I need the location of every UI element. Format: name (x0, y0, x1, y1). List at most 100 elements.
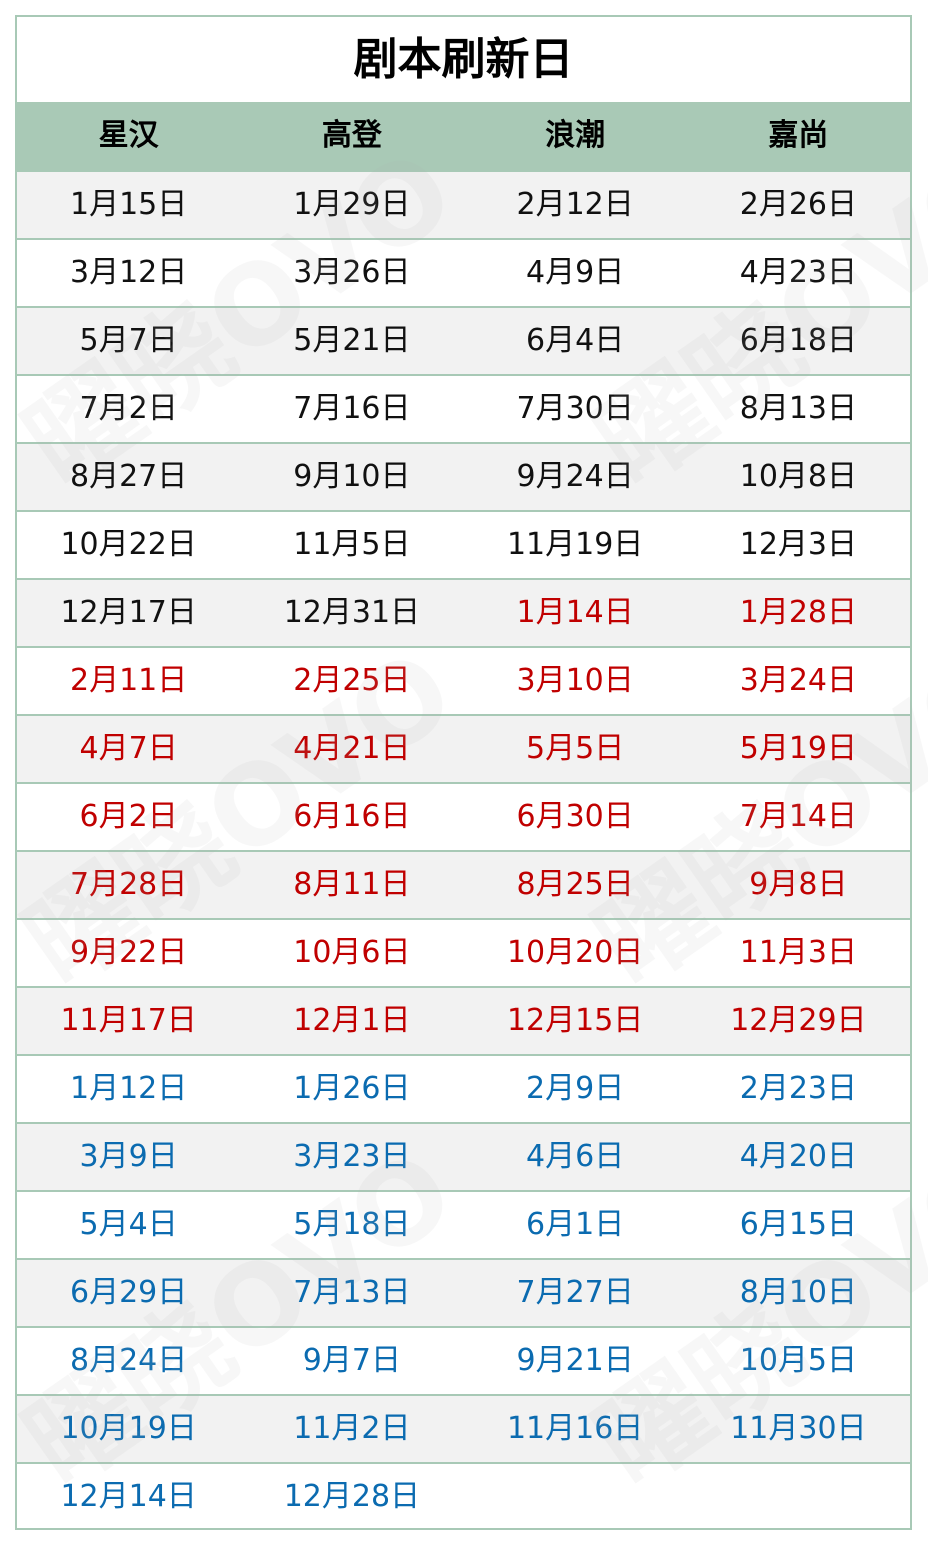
date-cell: 9月22日 (69, 935, 188, 970)
date-cell: 7月27日 (516, 1275, 634, 1310)
date-cell: 3月9日 (79, 1139, 178, 1174)
date-cell: 3月23日 (293, 1139, 411, 1174)
date-cell (687, 1464, 910, 1528)
date-cell: 10月5日 (739, 1343, 857, 1378)
date-cell: 6月4日 (526, 323, 625, 358)
table-row: 3月9日 3月23日 4月6日 4月20日 (17, 1122, 910, 1190)
date-cell: 1月12日 (69, 1071, 188, 1106)
date-cell: 7月2日 (79, 391, 178, 426)
table-row: 12月17日 12月31日 1月14日 1月28日 (17, 578, 910, 646)
date-cell: 9月21日 (516, 1343, 634, 1378)
date-cell: 10月8日 (739, 459, 857, 494)
date-cell: 1月29日 (293, 187, 411, 222)
date-cell: 7月30日 (516, 391, 634, 426)
date-cell: 4月9日 (526, 255, 625, 290)
date-cell: 10月20日 (506, 935, 644, 970)
date-cell: 1月28日 (739, 595, 857, 630)
table-row: 7月2日 7月16日 7月30日 8月13日 (17, 374, 910, 442)
date-cell: 7月13日 (293, 1275, 411, 1310)
column-header-jiashang: 嘉尚 (768, 118, 829, 153)
table-row: 10月19日 11月2日 11月16日 11月30日 (17, 1394, 910, 1462)
date-cell: 2月12日 (516, 187, 634, 222)
date-cell: 5月4日 (79, 1207, 178, 1242)
date-cell: 9月8日 (749, 867, 848, 902)
header-row: 星汉 高登 浪潮 嘉尚 (17, 102, 910, 170)
date-cell: 10月22日 (60, 527, 197, 562)
date-cell: 12月31日 (283, 595, 421, 630)
date-cell: 3月24日 (739, 663, 857, 698)
date-cell: 12月29日 (730, 1003, 867, 1038)
table-row: 6月29日 7月13日 7月27日 8月10日 (17, 1258, 910, 1326)
date-cell: 5月5日 (526, 731, 625, 766)
date-cell: 11月30日 (730, 1411, 867, 1446)
date-cell: 11月16日 (506, 1411, 644, 1446)
table-row: 5月4日 5月18日 6月1日 6月15日 (17, 1190, 910, 1258)
column-header-xinghan: 星汉 (98, 118, 159, 153)
date-cell: 6月16日 (293, 799, 411, 834)
date-cell: 11月5日 (293, 527, 411, 562)
date-cell: 8月27日 (69, 459, 188, 494)
date-cell: 4月7日 (79, 731, 178, 766)
date-cell: 12月17日 (60, 595, 197, 630)
date-cell: 7月14日 (739, 799, 857, 834)
table-row: 10月22日 11月5日 11月19日 12月3日 (17, 510, 910, 578)
date-cell: 4月21日 (293, 731, 411, 766)
date-cell: 7月28日 (69, 867, 188, 902)
date-cell: 3月12日 (69, 255, 188, 290)
date-cell: 11月2日 (293, 1411, 411, 1446)
date-cell: 6月1日 (526, 1207, 625, 1242)
date-cell: 12月3日 (739, 527, 857, 562)
date-cell: 5月21日 (293, 323, 411, 358)
date-cell (464, 1464, 687, 1528)
refresh-date-table: 剧本刷新日 星汉 高登 浪潮 嘉尚 1月15日 1月29日 2月12日 2月26日 3月… (15, 15, 912, 1530)
date-cell: 4月23日 (739, 255, 857, 290)
column-header-langchao: 浪潮 (545, 118, 606, 153)
date-cell: 1月15日 (69, 187, 188, 222)
table-row: 5月7日 5月21日 6月4日 6月18日 (17, 306, 910, 374)
date-cell: 10月19日 (60, 1411, 197, 1446)
date-cell: 11月3日 (739, 935, 857, 970)
date-cell: 8月13日 (739, 391, 857, 426)
table-row: 4月7日 4月21日 5月5日 5月19日 (17, 714, 910, 782)
date-cell: 10月6日 (293, 935, 411, 970)
date-cell: 7月16日 (293, 391, 411, 426)
date-cell: 11月19日 (506, 527, 644, 562)
date-cell: 2月23日 (739, 1071, 857, 1106)
column-header-gaodeng: 高登 (321, 118, 382, 153)
date-cell: 2月11日 (69, 663, 188, 698)
date-cell: 12月1日 (293, 1003, 411, 1038)
date-cell: 9月24日 (516, 459, 634, 494)
date-cell: 12月14日 (60, 1479, 197, 1514)
date-cell: 9月10日 (293, 459, 411, 494)
date-cell: 6月15日 (739, 1207, 857, 1242)
table-row: 2月11日 2月25日 3月10日 3月24日 (17, 646, 910, 714)
date-cell: 1月14日 (516, 595, 634, 630)
table-row: 12月14日 12月28日 (17, 1462, 910, 1528)
date-cell: 6月18日 (739, 323, 857, 358)
date-cell: 2月9日 (526, 1071, 625, 1106)
date-cell: 5月19日 (739, 731, 857, 766)
date-cell: 6月29日 (69, 1275, 188, 1310)
table-row: 1月12日 1月26日 2月9日 2月23日 (17, 1054, 910, 1122)
date-cell: 3月26日 (293, 255, 411, 290)
date-cell: 2月25日 (293, 663, 411, 698)
date-cell: 6月30日 (516, 799, 634, 834)
table-row: 11月17日 12月1日 12月15日 12月29日 (17, 986, 910, 1054)
date-cell: 8月25日 (516, 867, 634, 902)
date-cell: 8月10日 (739, 1275, 857, 1310)
table-row: 3月12日 3月26日 4月9日 4月23日 (17, 238, 910, 306)
table-row: 1月15日 1月29日 2月12日 2月26日 (17, 170, 910, 238)
date-cell: 2月26日 (739, 187, 857, 222)
date-cell: 9月7日 (302, 1343, 401, 1378)
date-cell: 12月28日 (283, 1479, 421, 1514)
table-row: 8月27日 9月10日 9月24日 10月8日 (17, 442, 910, 510)
table-body: 1月15日 1月29日 2月12日 2月26日 3月12日 3月26日 4月9日 4月23日 5… (17, 170, 910, 1528)
table-row: 7月28日 8月11日 8月25日 9月8日 (17, 850, 910, 918)
date-cell: 8月24日 (69, 1343, 188, 1378)
table-title: 剧本刷新日 (17, 17, 910, 102)
date-cell: 5月7日 (79, 323, 178, 358)
date-cell: 8月11日 (293, 867, 411, 902)
date-cell: 1月26日 (293, 1071, 411, 1106)
date-cell: 11月17日 (60, 1003, 197, 1038)
date-cell: 4月6日 (526, 1139, 625, 1174)
